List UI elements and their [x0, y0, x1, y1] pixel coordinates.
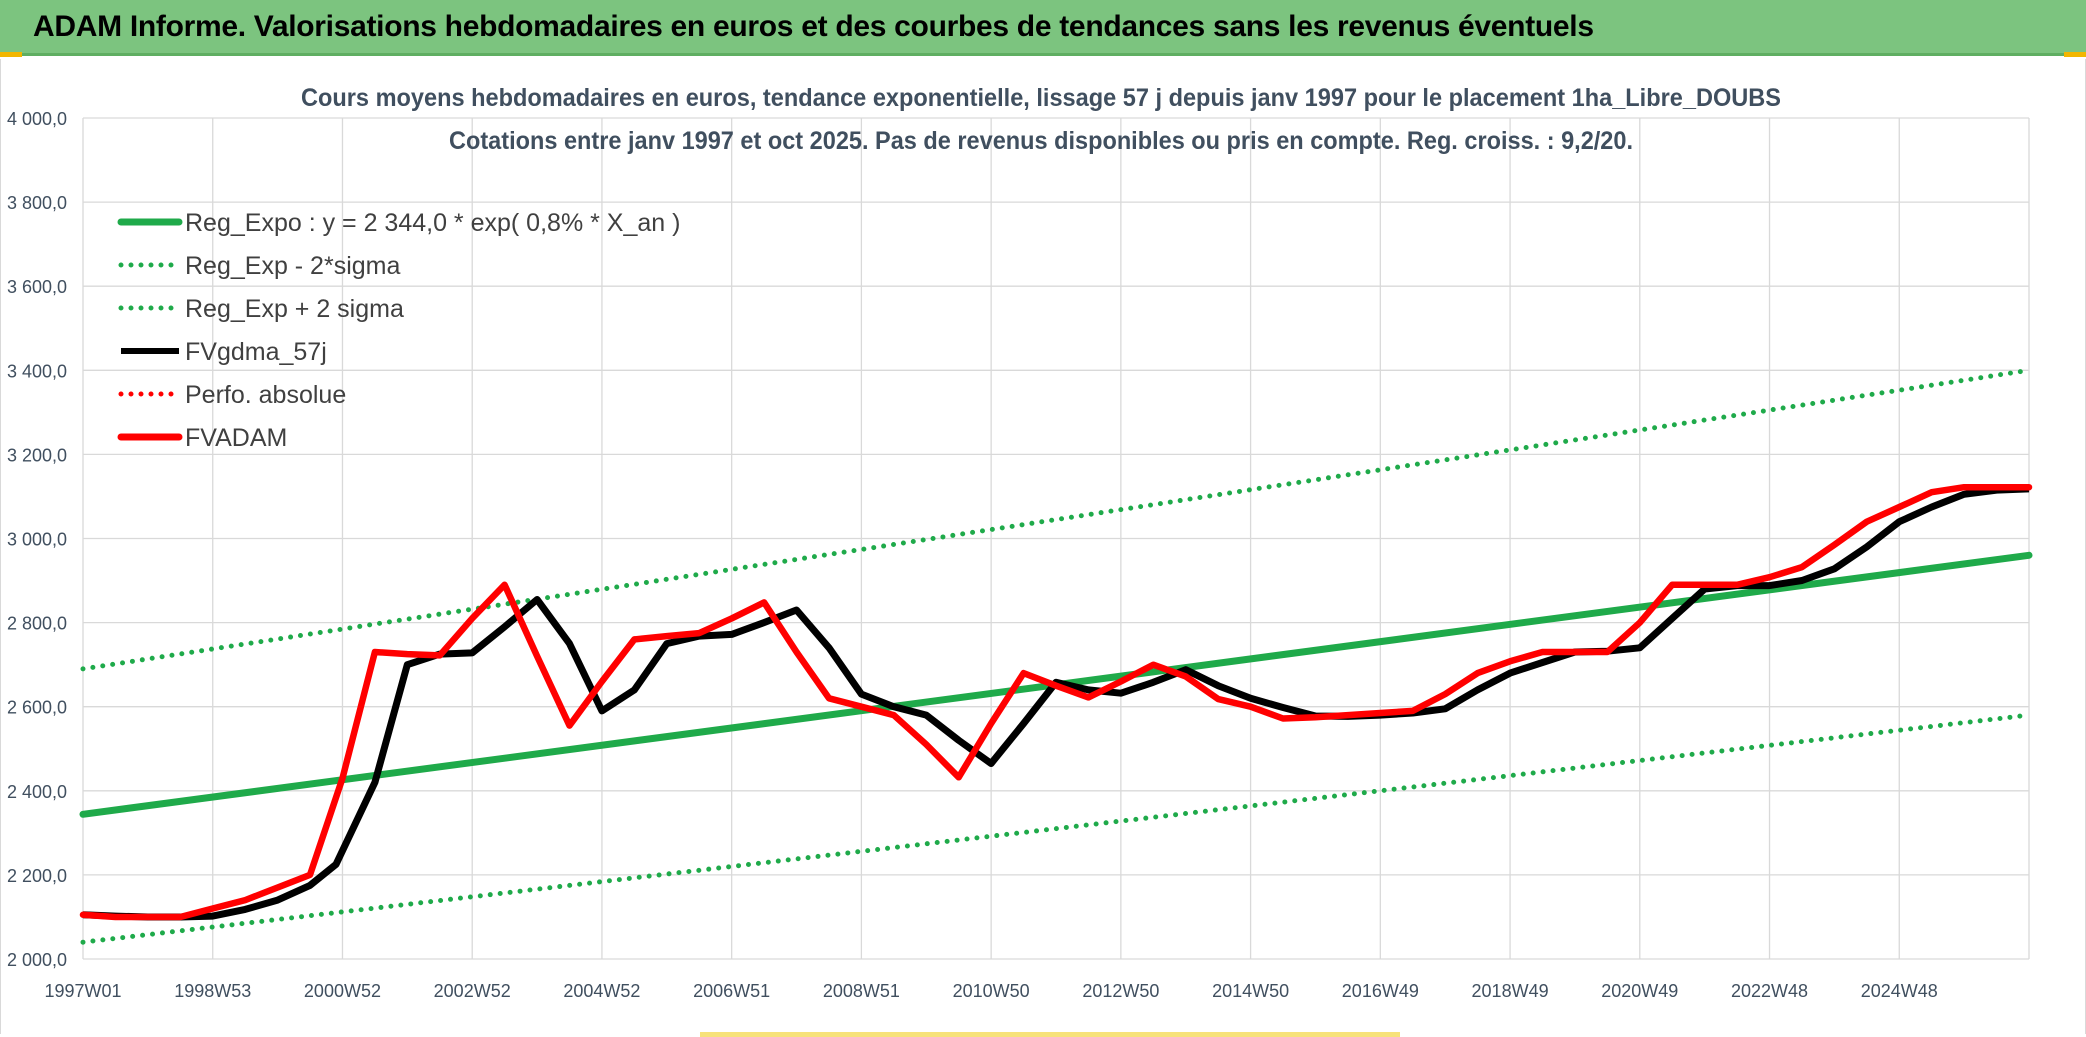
series-layer — [79, 367, 2033, 945]
y-tick-label: 2 800,0 — [7, 614, 67, 634]
y-tick-label: 2 400,0 — [7, 782, 67, 802]
line-chart: 2 000,0 2 200,0 2 400,0 2 600,0 2 800,0 3 000… — [7, 84, 2033, 1001]
series-line-2 — [80, 367, 2032, 672]
x-tick-label: 2018W49 — [1472, 981, 1549, 1001]
x-tick-label: 2024W48 — [1861, 981, 1938, 1001]
legend-label: Reg_Exp + 2 sigma — [185, 295, 404, 323]
y-tick-label: 3 200,0 — [7, 445, 67, 465]
x-tick-label: 2016W49 — [1342, 981, 1419, 1001]
x-tick-label: 2002W52 — [434, 981, 511, 1001]
y-tick-label: 3 000,0 — [7, 530, 67, 550]
series-line-3 — [82, 485, 2030, 921]
legend-label: Perfo. absolue — [185, 381, 346, 409]
header-bar: ADAM Informe. Valorisations hebdomadaire… — [0, 0, 2086, 56]
series-line-1 — [80, 712, 2032, 945]
x-gridlines — [82, 118, 2030, 959]
x-tick-label: 2014W50 — [1212, 981, 1289, 1001]
x-tick-label: 2022W48 — [1731, 981, 1808, 1001]
y-tick-label: 4 000,0 — [7, 109, 67, 129]
y-axis: 2 000,0 2 200,0 2 400,0 2 600,0 2 800,0 3 000… — [7, 109, 67, 970]
x-tick-label: 2008W51 — [823, 981, 900, 1001]
corner-accent-right — [2064, 52, 2086, 57]
x-tick-label: 1998W53 — [174, 981, 251, 1001]
chart-title: Cours moyens hebdomadaires en euros, ten… — [301, 84, 1781, 112]
chart-titles: Cours moyens hebdomadaires en euros, ten… — [301, 84, 1781, 155]
legend-label: Reg_Expo : y = 2 344,0 * exp( 0,8% * X_a… — [185, 209, 680, 237]
legend-label: FVADAM — [185, 424, 287, 452]
chart-subtitle: Cotations entre janv 1997 et oct 2025. P… — [449, 127, 1633, 155]
x-tick-label: 2010W50 — [953, 981, 1030, 1001]
y-tick-label: 2 000,0 — [7, 950, 67, 970]
x-axis: 1997W01 1998W53 2000W52 2002W52 2004W52 2006W… — [44, 981, 1937, 1001]
x-tick-label: 2000W52 — [304, 981, 381, 1001]
x-tick-label: 2012W50 — [1082, 981, 1159, 1001]
header-title: ADAM Informe. Valorisations hebdomadaire… — [33, 10, 1594, 43]
x-tick-label: 2004W52 — [563, 981, 640, 1001]
chart-legend: Reg_Expo : y = 2 344,0 * exp( 0,8% * X_a… — [117, 209, 680, 452]
legend-label: FVgdma_57j — [185, 338, 327, 366]
y-tick-label: 3 800,0 — [7, 193, 67, 213]
y-gridlines — [83, 117, 2029, 960]
y-tick-label: 2 600,0 — [7, 698, 67, 718]
x-tick-label: 2006W51 — [693, 981, 770, 1001]
legend-label: Reg_Exp - 2*sigma — [185, 252, 400, 280]
y-tick-label: 3 400,0 — [7, 361, 67, 381]
chart-area: 2 000,0 2 200,0 2 400,0 2 600,0 2 800,0 3 000… — [0, 59, 2086, 1034]
series-line-5 — [79, 483, 2033, 921]
bottom-accent — [700, 1032, 1400, 1037]
x-tick-label: 1997W01 — [44, 981, 121, 1001]
corner-accent-left — [0, 52, 22, 57]
y-tick-label: 2 200,0 — [7, 866, 67, 886]
x-tick-label: 2020W49 — [1601, 981, 1678, 1001]
y-tick-label: 3 600,0 — [7, 277, 67, 297]
